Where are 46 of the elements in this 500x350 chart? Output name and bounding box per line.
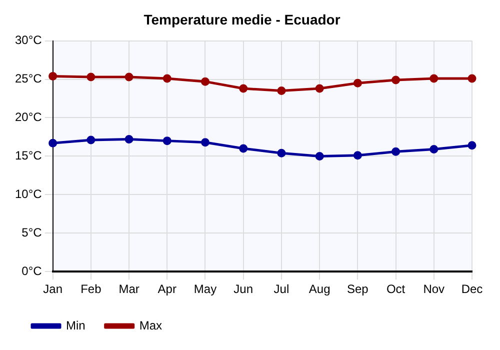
point: [124, 72, 134, 82]
y-tick-label: 10°C: [15, 186, 42, 201]
point: [48, 72, 58, 80]
y-tick-label: 30°C: [15, 33, 42, 48]
x-tick-label: Jul: [274, 282, 290, 296]
point: [239, 144, 248, 153]
x-tick-label: Jun: [234, 282, 254, 296]
point: [353, 78, 362, 88]
x-tick-label: Jan: [43, 282, 62, 296]
x-tick-label: Sep: [346, 282, 369, 296]
legend-label: Min: [66, 318, 86, 332]
point: [392, 76, 400, 84]
x-tick-label: Dec: [461, 282, 483, 296]
y-tick-label: 20°C: [15, 110, 42, 124]
point: [353, 151, 362, 160]
point: [430, 145, 438, 154]
x-tick-label: Apr: [158, 282, 176, 296]
x-tick-label: Mar: [118, 282, 140, 296]
point: [162, 74, 172, 83]
point: [468, 74, 476, 83]
y-tick-label: 0°C: [22, 264, 42, 278]
point: [86, 72, 96, 82]
point: [277, 86, 286, 96]
point: [86, 136, 96, 144]
point: [162, 136, 172, 146]
point: [392, 147, 400, 156]
y-tick-label: 15°C: [15, 148, 42, 163]
y-tick-label: 5°C: [22, 225, 42, 240]
x-tick-label: May: [194, 282, 217, 296]
point: [200, 77, 210, 86]
y-tick-label: 25°C: [15, 72, 42, 86]
point: [430, 74, 438, 83]
point: [48, 138, 58, 148]
x-tick-label: Nov: [423, 282, 445, 296]
point: [468, 141, 476, 150]
point: [315, 152, 324, 160]
point: [200, 138, 210, 147]
point: [124, 135, 134, 144]
x-tick-label: Feb: [80, 282, 102, 296]
x-tick-label: Oct: [386, 282, 406, 296]
point: [277, 148, 286, 158]
legend-label: Max: [139, 318, 162, 332]
point: [315, 84, 324, 93]
x-tick-label: Aug: [308, 282, 330, 296]
chart-title: Temperature medie - Ecuador: [144, 11, 341, 28]
point: [239, 84, 248, 93]
